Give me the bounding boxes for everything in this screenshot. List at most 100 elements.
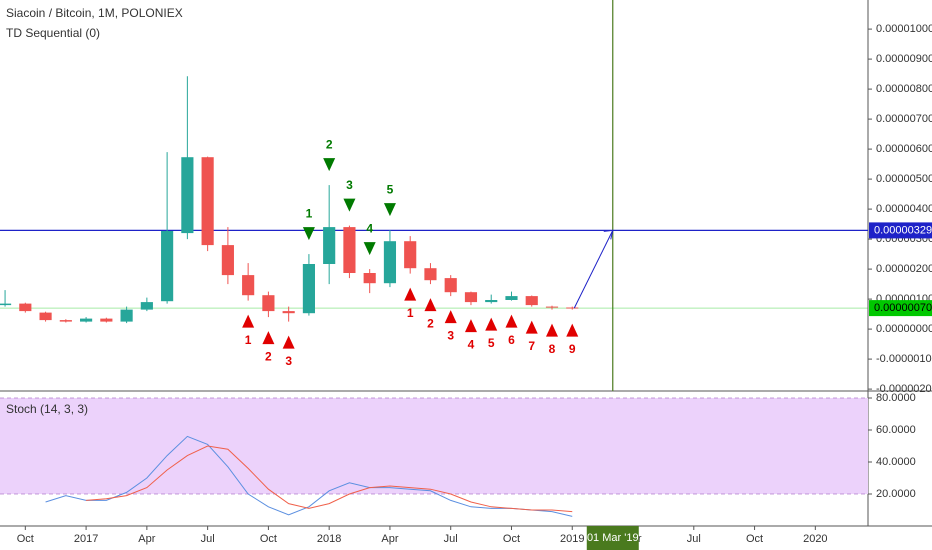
y-tick-label: 80.0000 bbox=[876, 392, 916, 404]
y-tick-label: 0.00000200 bbox=[876, 263, 932, 275]
td-sell-arrow bbox=[363, 242, 376, 256]
projection-arrow bbox=[573, 230, 614, 309]
stoch-title: Stoch (14, 3, 3) bbox=[6, 402, 88, 416]
td-buy-arrow bbox=[262, 331, 275, 345]
td-buy-arrow bbox=[505, 314, 518, 328]
td-buy-count: 3 bbox=[285, 354, 292, 368]
price-label-box bbox=[869, 300, 932, 317]
candle-body bbox=[100, 318, 113, 322]
x-tick-label: Oct bbox=[503, 533, 520, 545]
x-tick-label: 2019 bbox=[560, 533, 584, 545]
x-tick-label: Apr bbox=[381, 533, 398, 545]
td-buy-arrow bbox=[464, 319, 477, 333]
candle-body bbox=[0, 303, 12, 306]
td-sell-count: 2 bbox=[326, 137, 333, 151]
candle-body bbox=[525, 296, 538, 306]
x-tick-label: Jul bbox=[201, 533, 215, 545]
td-buy-arrow bbox=[545, 323, 558, 337]
candle-body bbox=[485, 300, 498, 303]
td-buy-count: 2 bbox=[427, 316, 434, 330]
candle-body bbox=[181, 157, 194, 234]
td-buy-count: 3 bbox=[447, 328, 454, 342]
x-tick-label: Jul bbox=[444, 533, 458, 545]
td-buy-arrow bbox=[566, 323, 579, 337]
y-tick-label: 20.0000 bbox=[876, 488, 916, 500]
price-label: 0.00000070 bbox=[874, 302, 932, 314]
td-buy-count: 1 bbox=[407, 306, 414, 320]
candle-body bbox=[282, 311, 295, 314]
y-tick-label: -0.00000100 bbox=[876, 353, 932, 365]
y-tick-label: 0.00000900 bbox=[876, 53, 932, 65]
td-sell-arrow bbox=[323, 158, 336, 172]
x-tick-label: Apr bbox=[138, 533, 155, 545]
candle-body bbox=[302, 264, 315, 314]
td-buy-count: 6 bbox=[508, 333, 515, 347]
td-sell-count: 3 bbox=[346, 178, 353, 192]
td-buy-arrow bbox=[444, 310, 457, 324]
x-tick-label: Oct bbox=[746, 533, 763, 545]
candle-body bbox=[404, 241, 417, 269]
candle-body bbox=[59, 320, 72, 322]
candle-body bbox=[323, 227, 336, 264]
projection-arrowhead bbox=[603, 229, 614, 240]
td-buy-count: 2 bbox=[265, 349, 272, 363]
candle-body bbox=[343, 227, 356, 273]
td-buy-count: 8 bbox=[549, 342, 556, 356]
cursor-label-box bbox=[586, 526, 639, 550]
x-tick-label: 2020 bbox=[803, 533, 827, 545]
candle-body bbox=[383, 241, 397, 284]
chart-title: Siacoin / Bitcoin, 1M, POLONIEX bbox=[6, 6, 183, 20]
td-buy-arrow bbox=[424, 298, 437, 312]
candle-body bbox=[424, 268, 437, 281]
x-tick-label: 2018 bbox=[317, 533, 341, 545]
td-sell-count: 5 bbox=[387, 182, 394, 196]
td-buy-count: 7 bbox=[528, 339, 535, 353]
y-tick-label: 0.00000400 bbox=[876, 203, 932, 215]
td-buy-arrow bbox=[282, 335, 295, 349]
candle-body bbox=[545, 306, 559, 308]
td-sell-arrow bbox=[383, 203, 396, 217]
td-buy-arrow bbox=[485, 317, 498, 331]
y-tick-label: 0.00000700 bbox=[876, 113, 932, 125]
candle-body bbox=[80, 318, 93, 322]
td-buy-arrow bbox=[404, 287, 417, 301]
td-buy-count: 1 bbox=[245, 333, 252, 347]
candle-body bbox=[140, 302, 153, 310]
x-tick-label: Oct bbox=[17, 533, 34, 545]
y-tick-label: 0.00000500 bbox=[876, 173, 932, 185]
y-tick-label: 40.0000 bbox=[876, 456, 916, 468]
candle-body bbox=[444, 278, 457, 293]
td-sell-count: 1 bbox=[306, 206, 313, 220]
td-buy-arrow bbox=[242, 314, 255, 328]
td-buy-count: 4 bbox=[468, 337, 475, 351]
candle-body bbox=[242, 275, 255, 296]
candle-body bbox=[19, 303, 32, 312]
candle-body bbox=[566, 307, 579, 309]
y-tick-label: 0.00000800 bbox=[876, 83, 932, 95]
td-buy-arrow bbox=[525, 320, 538, 334]
price-label-box bbox=[869, 222, 932, 239]
cursor-label: 01 Mar '19 bbox=[587, 532, 639, 544]
candle-body bbox=[505, 296, 518, 300]
x-tick-label: Oct bbox=[260, 533, 277, 545]
y-tick-label: 60.0000 bbox=[876, 424, 916, 436]
td-sell-arrow bbox=[302, 227, 315, 241]
y-tick-label: 0.00001000 bbox=[876, 23, 932, 35]
y-tick-label: 0.00000000 bbox=[876, 323, 932, 335]
price-label: 0.00000329 bbox=[874, 224, 932, 236]
stoch-line bbox=[45, 435, 573, 517]
candle-body bbox=[39, 312, 52, 321]
stoch-line bbox=[86, 445, 573, 513]
candle-body bbox=[262, 295, 275, 312]
x-tick-label: Jul bbox=[687, 533, 701, 545]
y-tick-label: 0.00000600 bbox=[876, 143, 932, 155]
x-tick-label: 2017 bbox=[74, 533, 98, 545]
stoch-band bbox=[0, 398, 868, 494]
candle-body bbox=[464, 292, 478, 303]
candle-body bbox=[161, 231, 174, 302]
candle-body bbox=[363, 273, 376, 284]
y-tick-label: -0.00000200 bbox=[876, 383, 932, 395]
td-buy-count: 9 bbox=[569, 342, 576, 356]
td-sell-arrow bbox=[343, 198, 356, 212]
candle-body bbox=[221, 245, 234, 276]
